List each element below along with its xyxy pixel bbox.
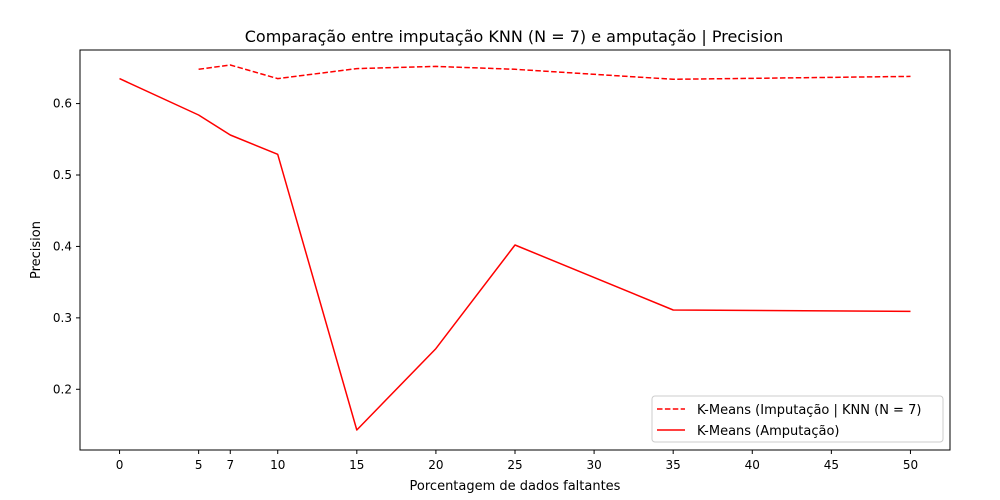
legend: K-Means (Imputação | KNN (N = 7) K-Means… [651, 395, 944, 443]
x-tick-label: 20 [428, 458, 443, 472]
x-tick-label: 35 [666, 458, 681, 472]
y-tick-label: 0.4 [53, 239, 72, 253]
legend-label-amputacao: K-Means (Amputação) [697, 424, 840, 439]
legend-label-imputacao: K-Means (Imputação | KNN (N = 7) [697, 403, 921, 418]
x-tick-label: 25 [507, 458, 522, 472]
x-tick-label: 40 [745, 458, 760, 472]
series-line-amputacao [119, 77, 911, 431]
x-tick-label: 5 [195, 458, 203, 472]
y-axis-ticks: 0.2 0.3 0.4 0.5 0.6 [53, 97, 80, 396]
x-axis-ticks: 0 5 7 10 15 20 25 30 35 40 45 50 [116, 450, 918, 472]
x-tick-label: 50 [903, 458, 918, 472]
y-tick-label: 0.5 [53, 168, 72, 182]
y-tick-label: 0.6 [53, 97, 72, 111]
chart-title: Comparação entre imputação KNN (N = 7) e… [245, 27, 784, 46]
x-tick-label: 10 [270, 458, 285, 472]
y-tick-label: 0.3 [53, 311, 72, 325]
x-axis-label: Porcentagem de dados faltantes [410, 479, 621, 494]
x-tick-label: 15 [349, 458, 364, 472]
x-tick-label: 7 [226, 458, 234, 472]
x-tick-label: 30 [586, 458, 601, 472]
y-tick-label: 0.2 [53, 382, 72, 396]
series-layer [119, 64, 911, 431]
x-tick-label: 0 [116, 458, 124, 472]
y-axis-label: Precision [29, 221, 44, 279]
series-line-imputacao [198, 64, 911, 81]
x-tick-label: 45 [824, 458, 839, 472]
legend-box [651, 395, 944, 443]
